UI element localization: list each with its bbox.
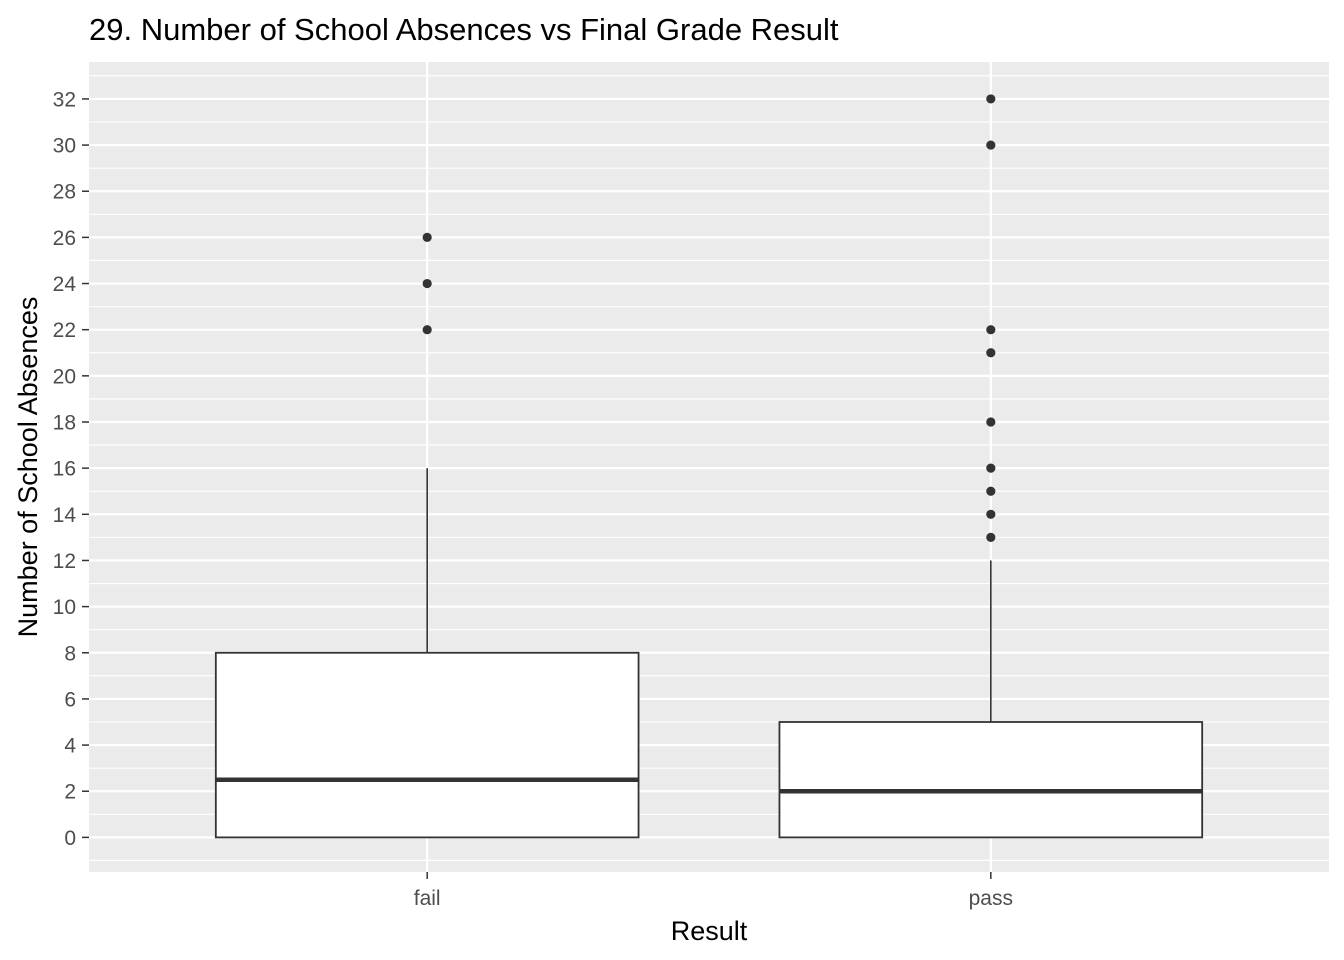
y-tick-label: 8 — [64, 642, 76, 665]
outlier-point — [986, 348, 996, 358]
outlier-point — [986, 532, 996, 542]
y-tick-label: 6 — [64, 688, 76, 711]
outlier-point — [986, 417, 996, 427]
box-iqr — [778, 721, 1204, 839]
y-axis-title: Number of School Absences — [13, 297, 43, 638]
outlier-point — [986, 94, 996, 104]
y-tick-label: 22 — [53, 319, 76, 342]
y-tick-label: 16 — [53, 458, 76, 481]
y-tick-label: 26 — [53, 227, 76, 250]
y-tick-label: 18 — [53, 412, 76, 435]
outlier-point — [986, 486, 996, 496]
y-tick-label: 20 — [53, 365, 76, 388]
chart-title: 29. Number of School Absences vs Final G… — [89, 12, 839, 47]
outlier-point — [986, 509, 996, 519]
boxes — [214, 94, 1204, 839]
x-tick-label: pass — [969, 887, 1013, 910]
y-tick-label: 32 — [53, 88, 76, 111]
outlier-point — [986, 140, 996, 150]
x-axis-title: Result — [671, 916, 748, 946]
outlier-point — [986, 325, 996, 335]
y-tick-label: 14 — [53, 504, 77, 527]
y-tick-label: 4 — [64, 735, 76, 758]
outlier-point — [422, 278, 432, 289]
y-tick-label: 10 — [53, 596, 76, 619]
y-tick-label: 24 — [53, 273, 77, 296]
y-tick-label: 30 — [53, 135, 76, 158]
box-iqr — [214, 651, 640, 839]
y-tick-label: 0 — [64, 827, 76, 850]
outlier-point — [986, 463, 996, 473]
x-axis: fail pass — [414, 872, 1013, 910]
x-tick-label: fail — [414, 887, 441, 910]
outlier-point — [422, 325, 432, 335]
box-pass — [778, 94, 1204, 839]
box-fail — [214, 232, 640, 839]
y-tick-label: 12 — [53, 550, 76, 573]
outlier-point — [422, 232, 432, 242]
y-tick-label: 28 — [53, 181, 76, 204]
y-tick-label: 2 — [64, 781, 76, 804]
